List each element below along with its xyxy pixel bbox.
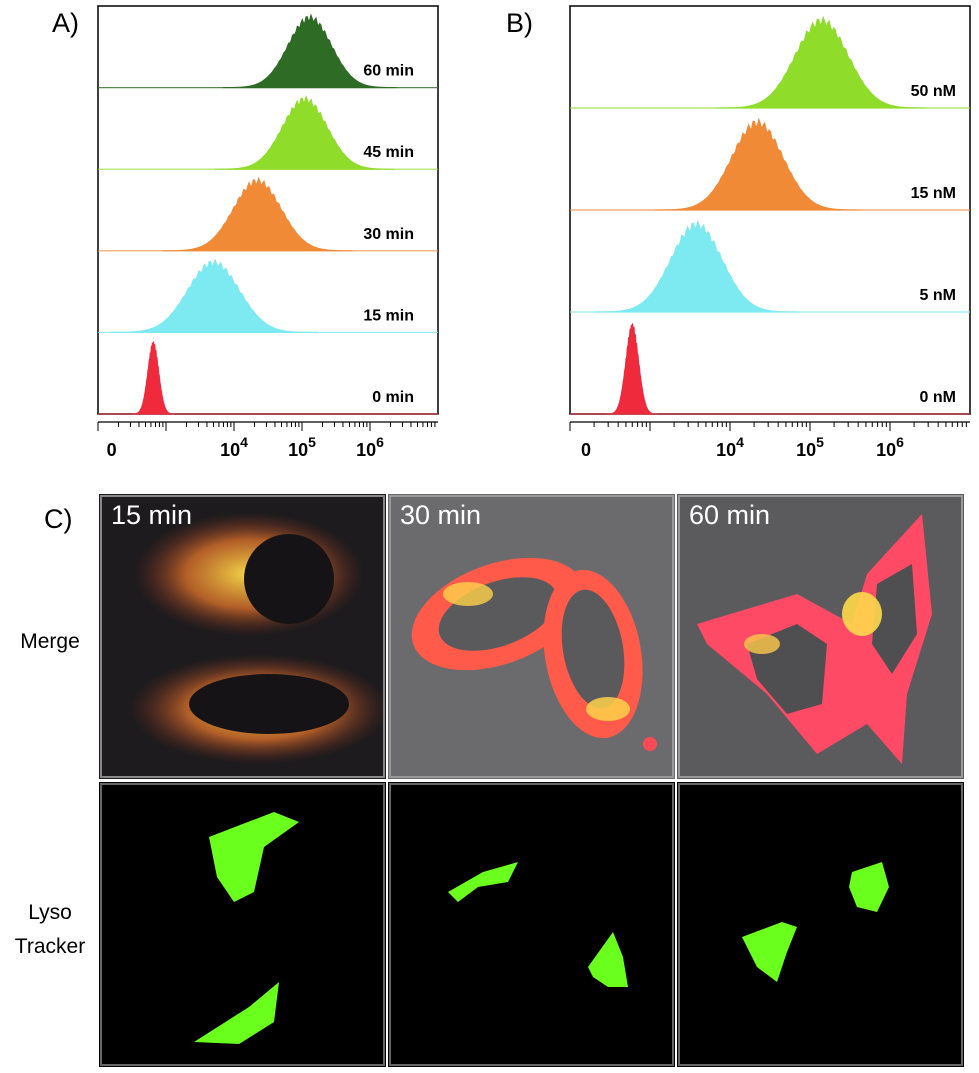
series-label-0-nM: 0 nM [920, 389, 956, 406]
series-label-60-min: 60 min [363, 63, 414, 80]
series-label-15-min: 15 min [363, 307, 414, 324]
series-label-50-nM: 50 nM [911, 83, 956, 100]
x-tick-label: 104 [716, 434, 744, 460]
micrograph-merge-60: 60 min [677, 494, 964, 779]
series-label-5-nM: 5 nM [920, 287, 956, 304]
x-tick-label: 0 [107, 440, 117, 460]
row-label-merge-text: Merge [20, 630, 80, 653]
histogram-15-nM [655, 117, 860, 211]
row-label-lyso: Lyso Tracker [0, 862, 100, 964]
panel-c-label: C) [44, 504, 73, 534]
x-tick-label: 106 [876, 434, 904, 460]
x-tick-label: 106 [356, 434, 384, 460]
histogram-15-min [110, 258, 317, 333]
time-label-15: 15 min [111, 500, 193, 530]
histogram-0-min [131, 341, 175, 415]
micrograph-merge-15: 15 min [99, 494, 386, 779]
series-label-15-nM: 15 nM [911, 185, 956, 202]
histogram-5-nM [594, 219, 799, 313]
histogram-chart-b: 50 nM 15 nM 5 nM 0 nM 0 104 105 106 [569, 5, 971, 460]
series-label-45-min: 45 min [363, 144, 414, 161]
histogram-chart-a: 60 min 45 min 30 min 15 min 0 min 0 104 105 106 [97, 5, 439, 460]
micrograph-lyso-30 [388, 782, 675, 1067]
x-tick-label: 105 [796, 434, 824, 460]
x-tick-label: 104 [220, 434, 248, 460]
x-tick-label: 105 [288, 434, 316, 460]
micrograph-lyso-60 [677, 782, 964, 1067]
panel-b-label: B) [506, 8, 533, 38]
time-label-60: 60 min [689, 500, 771, 530]
panel-a-label: A) [52, 8, 79, 38]
histogram-0-nM [606, 323, 658, 415]
histogram-30-min [162, 176, 353, 252]
histogram-45-min [215, 95, 395, 170]
time-label-30: 30 min [400, 500, 482, 530]
row-label-lyso-text: Lyso Tracker [14, 901, 86, 958]
histogram-50-nM [716, 15, 928, 109]
micrograph-lyso-15 [99, 782, 386, 1067]
series-label-30-min: 30 min [363, 226, 414, 243]
series-label-0-min: 0 min [372, 389, 414, 406]
histogram-60-min [222, 13, 397, 89]
row-label-merge: Merge [0, 625, 100, 659]
micrograph-merge-30: 30 min [388, 494, 675, 779]
x-tick-label: 0 [581, 440, 591, 460]
